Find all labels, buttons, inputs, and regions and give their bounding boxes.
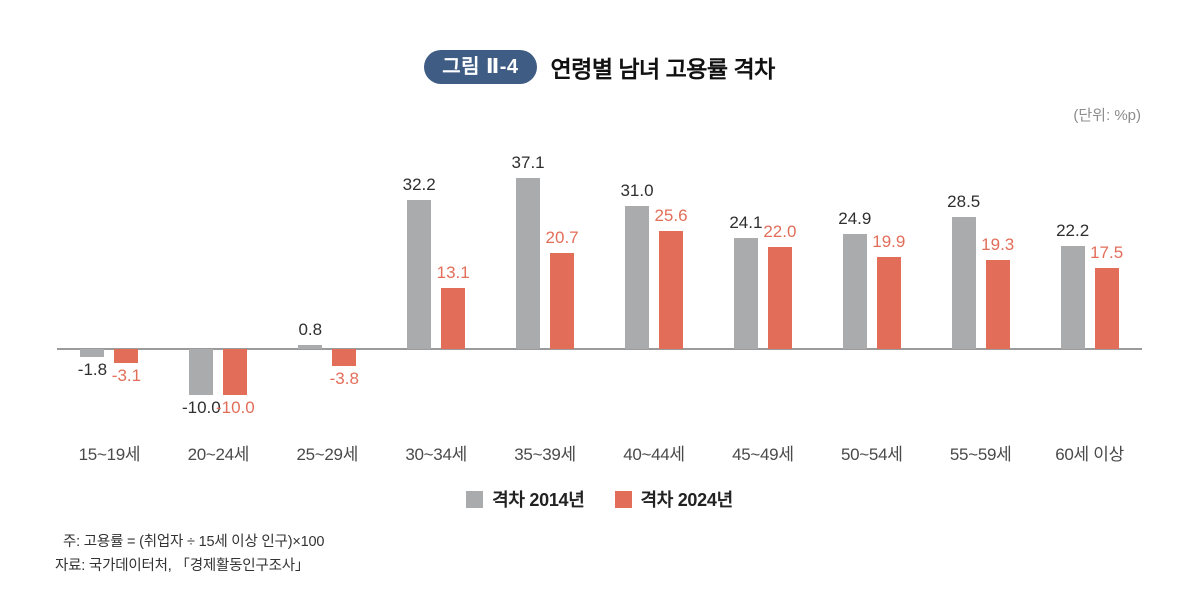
bar-series-2024: [223, 348, 248, 395]
x-axis-label: 40~44세: [623, 445, 685, 464]
bar-group: 32.2 13.1: [382, 146, 491, 413]
bar-value-label: 24.9: [838, 208, 872, 228]
legend-label: 격차 2014년: [492, 490, 585, 510]
bar-group: 24.9 19.9: [817, 146, 926, 413]
bar-series-2024: [767, 247, 792, 349]
bar-group: 0.8 -3.8: [273, 146, 382, 413]
bar-series-2024: [114, 348, 139, 363]
x-axis-label: 60세 이상: [1055, 445, 1124, 464]
bar-value-label: 31.0: [620, 180, 654, 200]
legend-swatch: [614, 490, 632, 508]
bar-series-2024: [658, 230, 683, 349]
x-axis-label: 50~54세: [841, 445, 903, 464]
bar-group: 22.2 17.5: [1035, 146, 1144, 413]
bar-value-label: 13.1: [436, 263, 470, 283]
bar-value-label: 25.6: [654, 205, 688, 225]
bar-value-label: -10.0: [181, 397, 221, 417]
x-axis-label: 25~29세: [296, 445, 359, 464]
bar-series-2024: [332, 348, 357, 367]
bar-value-label: 28.5: [947, 192, 981, 212]
bar-group: 31.0 25.6: [600, 146, 709, 413]
bar-group: -10.0 -10.0: [164, 146, 273, 417]
bar-group: 28.5 19.3: [926, 146, 1035, 413]
bar-value-label: 37.1: [511, 152, 545, 172]
bar-value-label: 32.2: [402, 175, 436, 195]
x-axis-label: 55~59세: [949, 445, 1012, 464]
x-axis-label: 35~39세: [514, 445, 576, 464]
bar-value-label: 19.3: [981, 234, 1015, 254]
footnote-source: 자료: 국가데이터처, 「경제활동인구조사」: [55, 557, 310, 574]
bar-value-label: -1.8: [77, 359, 108, 379]
x-axis-label: 45~49세: [732, 445, 794, 464]
bar-series-2024: [441, 288, 466, 349]
bar-series-2014: [951, 217, 976, 349]
bar-value-label: 17.5: [1090, 242, 1124, 262]
legend-item-2024: 격차 2024년: [614, 486, 734, 512]
bar-group: 37.1 20.7: [491, 146, 600, 413]
bar-series-2014: [842, 233, 867, 349]
bar-series-2014: [624, 205, 649, 349]
bar-value-label: 24.1: [729, 212, 763, 232]
bar-series-2014: [407, 200, 432, 349]
bar-series-2014: [733, 237, 758, 349]
x-axis-label: 30~34세: [405, 445, 467, 464]
bar-value-label: 19.9: [872, 231, 906, 251]
bar-series-2014: [516, 177, 541, 349]
bar-series-2024: [1094, 267, 1119, 349]
bar-group: 24.1 22.0: [708, 146, 817, 413]
bar-series-2024: [550, 253, 575, 349]
legend-item-2014: 격차 2014년: [466, 486, 585, 512]
x-axis-labels: 15~19세 20~24세 25~29세 30~34세 35~39세 40~44세 45~4…: [55, 440, 1144, 465]
bar-series-2014: [189, 348, 214, 395]
bar-value-label: 22.0: [763, 222, 797, 242]
bar-series-2014: [80, 348, 105, 357]
bar-value-label: -3.8: [329, 369, 359, 389]
figure-title: 연령별 남녀 고용률 격차: [550, 56, 776, 82]
figure-header: 그림 Ⅱ-4 연령별 남녀 고용률 격차: [0, 50, 1199, 84]
chart-legend: 격차 2014년 격차 2024년: [0, 486, 1199, 512]
footnotes: 주: 고용률 = (취업자 ÷ 15세 이상 인구)×100 자료: 국가데이터…: [55, 531, 324, 579]
legend-swatch: [466, 490, 484, 508]
legend-label: 격차 2024년: [640, 490, 734, 510]
bar-group: -1.8 -3.1: [55, 146, 164, 413]
x-axis-label: 20~24세: [187, 445, 250, 464]
footnote-note: 주: 고용률 = (취업자 ÷ 15세 이상 인구)×100: [63, 534, 325, 550]
bar-series-2024: [876, 256, 901, 349]
bar-value-label: 20.7: [545, 228, 579, 248]
figure-number-badge: 그림 Ⅱ-4: [424, 50, 537, 84]
unit-label: (단위: %p): [1073, 107, 1141, 124]
bar-value-label: -10.0: [215, 397, 255, 417]
bar-value-label: 0.8: [298, 319, 323, 339]
bar-series-2014: [298, 344, 323, 349]
zero-axis-line: [57, 347, 1142, 350]
bar-series-2014: [1060, 246, 1085, 349]
bar-value-label: 22.2: [1056, 221, 1090, 241]
bar-series-2024: [985, 259, 1010, 349]
bar-value-label: -3.1: [111, 365, 142, 385]
plot-area: -1.8 -3.1 -10.0 -10.0 0.8 -3.8 32.2 13.1 37.1 20.…: [55, 146, 1144, 417]
x-axis-label: 15~19세: [78, 445, 141, 464]
